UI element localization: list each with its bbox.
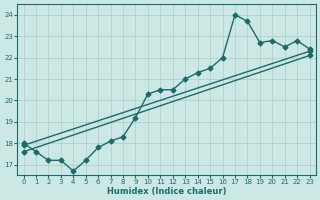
X-axis label: Humidex (Indice chaleur): Humidex (Indice chaleur) xyxy=(107,187,226,196)
